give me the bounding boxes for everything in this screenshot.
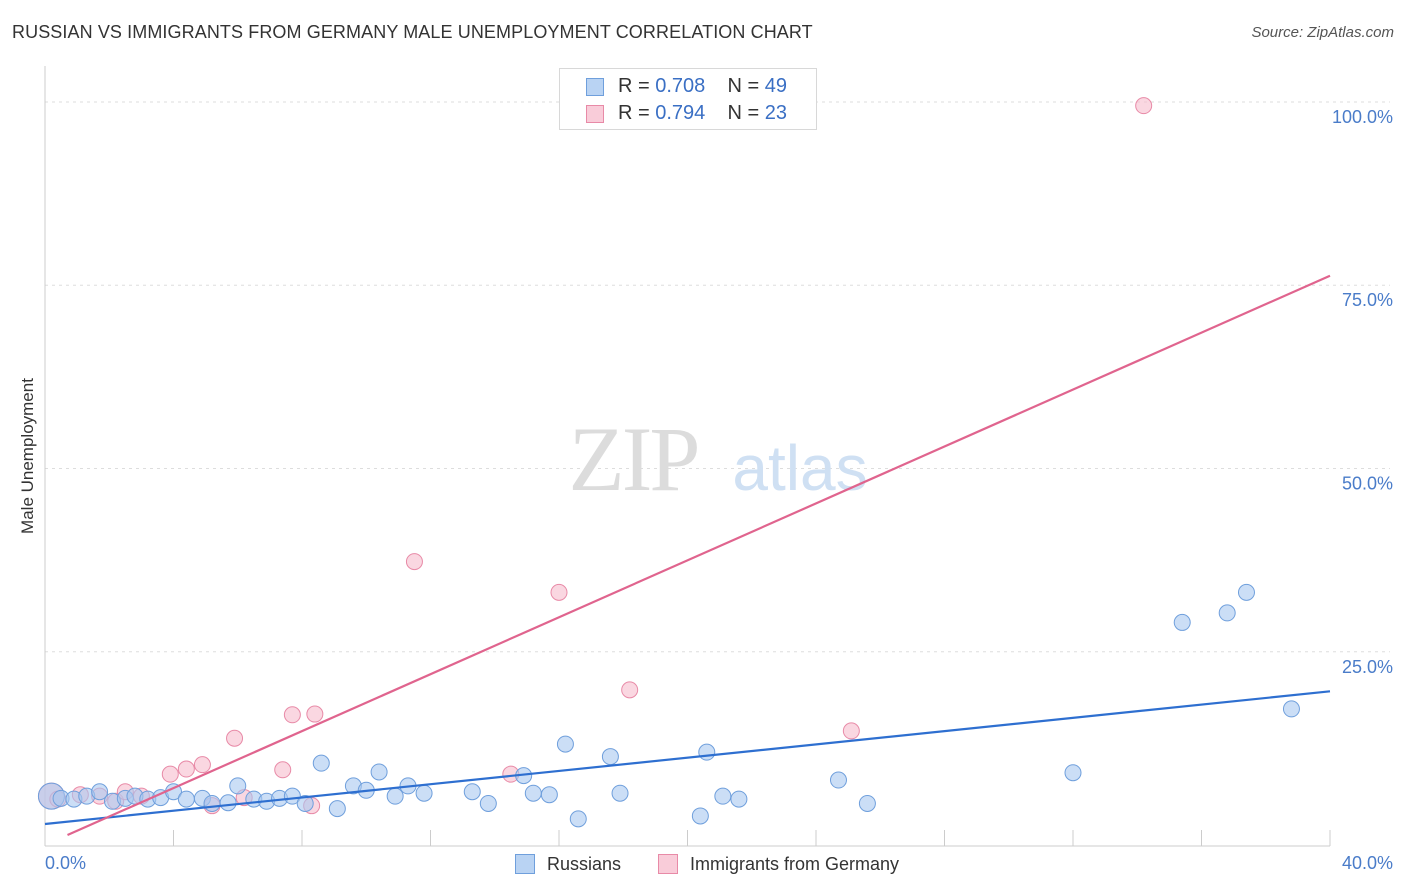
n-label: N =: [727, 75, 760, 97]
germany-point: [283, 706, 301, 724]
russians-point: [328, 800, 346, 818]
russians-point: [611, 784, 629, 802]
russians-point: [556, 735, 574, 753]
r-label: R =: [618, 102, 650, 124]
russians-point: [691, 807, 709, 825]
russians-point: [1173, 613, 1191, 631]
russians-point: [370, 763, 388, 781]
russians-point: [229, 777, 247, 795]
germany-point: [550, 583, 568, 601]
russians-point: [91, 783, 109, 801]
germany-swatch: [586, 105, 604, 123]
russians-point: [601, 748, 619, 766]
germany-point: [621, 681, 639, 699]
russians-n-value: 49: [764, 75, 788, 97]
russians-point: [524, 784, 542, 802]
russians-point: [479, 794, 497, 812]
russians-point: [415, 784, 433, 802]
russians-point: [463, 783, 481, 801]
stats-legend-box: R = 0.708 N = 49 R = 0.794 N = 23: [559, 68, 817, 130]
source-credit: Source: ZipAtlas.com: [1251, 24, 1394, 41]
x-tick-label: 40.0%: [1342, 853, 1393, 873]
russians-point: [858, 794, 876, 812]
russians-point: [203, 794, 221, 812]
russians-point: [1064, 764, 1082, 782]
russians-point: [386, 787, 404, 805]
y-tick-label: 50.0%: [1342, 473, 1393, 493]
watermark-atlas: atlas: [732, 432, 867, 504]
y-tick-label: 75.0%: [1342, 290, 1393, 310]
russians-trend-line: [44, 690, 1331, 826]
russians-point: [1282, 700, 1300, 718]
russians-point: [714, 787, 732, 805]
n-label: N =: [727, 102, 760, 124]
germany-point: [306, 705, 324, 723]
germany-point: [226, 729, 244, 747]
gridlines: [45, 101, 1390, 653]
russians-point: [569, 810, 587, 828]
germany-r-value: 0.794: [655, 102, 706, 124]
r-label: R =: [618, 75, 650, 97]
russians-point: [219, 794, 237, 812]
germany-point: [1135, 97, 1153, 115]
germany-point: [274, 761, 292, 779]
russians-point: [829, 771, 847, 789]
russians-point: [730, 790, 748, 808]
x-tick-label: 0.0%: [45, 853, 86, 873]
germany-point: [161, 765, 179, 783]
watermark: ZIP atlas: [569, 408, 868, 510]
germany-n-value: 23: [764, 102, 788, 124]
y-tick-label: 100.0%: [1332, 107, 1393, 127]
legend-germany[interactable]: Immigrants from Germany: [658, 852, 899, 876]
legend-russians[interactable]: Russians: [515, 852, 621, 876]
russians-point: [540, 786, 558, 804]
legend-germany-swatch: [658, 854, 678, 874]
russians-point: [1237, 583, 1255, 601]
axes: [44, 66, 1331, 847]
russians-point: [698, 743, 716, 761]
tick-labels: 25.0% 50.0% 75.0% 100.0% 0.0% 40.0%: [45, 107, 1393, 873]
russians-point: [296, 794, 314, 812]
russians-point: [283, 787, 301, 805]
germany-point: [177, 760, 195, 778]
trend-lines: [44, 274, 1331, 837]
russians-point: [312, 754, 330, 772]
legend-germany-label: Immigrants from Germany: [690, 853, 900, 874]
germany-point: [405, 553, 423, 571]
russians-point: [1218, 604, 1236, 622]
germany-point: [193, 756, 211, 774]
watermark-zip: ZIP: [569, 408, 698, 510]
germany-point: [842, 722, 860, 740]
chart-title: RUSSIAN VS IMMIGRANTS FROM GERMANY MALE …: [12, 22, 813, 42]
germany-trend-line: [67, 274, 1331, 837]
legend-russians-swatch: [515, 854, 535, 874]
russians-point: [177, 790, 195, 808]
legend-russians-label: Russians: [547, 853, 622, 874]
russians-swatch: [586, 78, 604, 96]
russians-r-value: 0.708: [655, 75, 706, 97]
y-tick-label: 25.0%: [1342, 657, 1393, 677]
